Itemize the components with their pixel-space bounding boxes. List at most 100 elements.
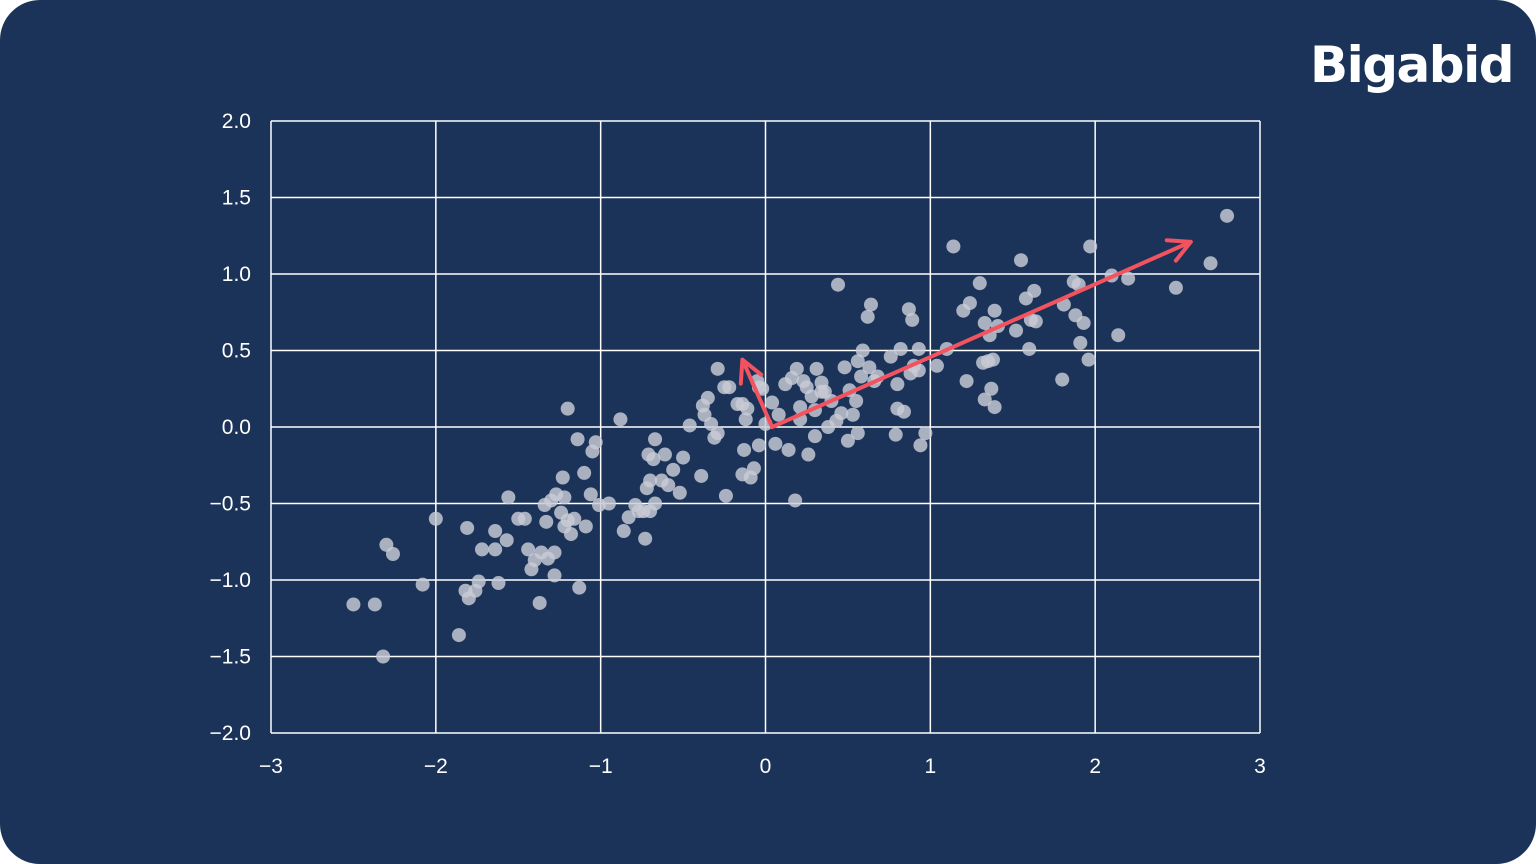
data-point xyxy=(570,432,585,447)
data-point xyxy=(1081,352,1096,367)
data-point xyxy=(661,478,676,493)
y-tick-label: 1.5 xyxy=(222,187,251,210)
data-point xyxy=(737,442,752,457)
data-point xyxy=(539,514,554,529)
data-point xyxy=(977,315,992,330)
data-point xyxy=(850,354,865,369)
data-point xyxy=(1073,335,1088,350)
data-point xyxy=(557,490,572,505)
data-point xyxy=(1121,271,1136,286)
y-tick-label: 2.0 xyxy=(222,110,251,133)
data-point xyxy=(718,488,733,503)
data-point xyxy=(985,352,1000,367)
data-point xyxy=(385,546,400,561)
data-point xyxy=(771,407,786,422)
data-point xyxy=(1111,328,1126,343)
data-point xyxy=(1220,208,1235,223)
tick-labels: −3 −2 −1 0 1 2 3 2.0 1.5 1.0 0.5 0.0 −0.5 −1.0 −1.5 −2.… xyxy=(210,110,1266,778)
data-point xyxy=(471,574,486,589)
data-point xyxy=(648,496,663,511)
data-points xyxy=(346,208,1235,664)
data-point xyxy=(854,369,869,384)
data-point xyxy=(563,527,578,542)
data-point xyxy=(601,496,616,511)
data-point xyxy=(578,519,593,534)
x-tick-label: 1 xyxy=(924,755,936,778)
data-point xyxy=(415,577,430,592)
data-point xyxy=(863,297,878,312)
data-point xyxy=(850,426,865,441)
x-tick-label: −3 xyxy=(259,755,283,778)
data-point xyxy=(901,302,916,317)
data-point xyxy=(1203,256,1218,271)
data-point xyxy=(781,442,796,457)
data-point xyxy=(676,450,691,465)
data-point xyxy=(567,511,582,526)
data-point xyxy=(793,400,808,415)
data-point xyxy=(710,361,725,376)
data-point xyxy=(888,427,903,442)
data-point xyxy=(560,401,575,416)
data-point xyxy=(700,390,715,405)
data-point xyxy=(751,438,766,453)
data-point xyxy=(849,393,864,408)
data-point xyxy=(911,363,926,378)
x-tick-label: 2 xyxy=(1089,755,1101,778)
data-point xyxy=(831,277,846,292)
data-point xyxy=(905,312,920,327)
data-point xyxy=(740,401,755,416)
data-point xyxy=(893,341,908,356)
data-point xyxy=(768,436,783,451)
data-point xyxy=(862,360,877,375)
data-point xyxy=(648,432,663,447)
data-point xyxy=(616,524,631,539)
data-point xyxy=(746,461,761,476)
data-point xyxy=(855,343,870,358)
data-point xyxy=(367,597,382,612)
data-point xyxy=(809,361,824,376)
data-point xyxy=(501,490,516,505)
data-point xyxy=(643,473,658,488)
data-point xyxy=(460,520,475,535)
data-point xyxy=(1076,315,1091,330)
grid xyxy=(270,120,1261,734)
vector-arrowhead-1 xyxy=(1164,238,1193,263)
data-point xyxy=(1055,372,1070,387)
data-point xyxy=(788,493,803,508)
data-point xyxy=(547,545,562,560)
y-tick-label: 1.0 xyxy=(222,263,251,286)
data-point xyxy=(613,412,628,427)
data-point xyxy=(638,531,653,546)
data-point xyxy=(555,470,570,485)
data-point xyxy=(532,595,547,610)
data-point xyxy=(547,568,562,583)
data-point xyxy=(789,361,804,376)
data-point xyxy=(911,341,926,356)
data-point xyxy=(984,381,999,396)
brand-logo: Bigabid xyxy=(1310,36,1515,94)
data-point xyxy=(977,392,992,407)
data-point xyxy=(959,374,974,389)
vector-shaft-2 xyxy=(740,357,775,429)
data-point xyxy=(765,395,780,410)
data-point xyxy=(583,487,598,502)
data-point xyxy=(1168,280,1183,295)
data-point xyxy=(451,628,466,643)
data-point xyxy=(962,296,977,311)
data-point xyxy=(834,406,849,421)
data-point xyxy=(491,576,506,591)
data-point xyxy=(738,412,753,427)
x-tick-label: −2 xyxy=(424,755,448,778)
data-point xyxy=(646,452,661,467)
data-point xyxy=(474,542,489,557)
data-point xyxy=(682,418,697,433)
x-tick-label: 0 xyxy=(760,755,772,778)
data-point xyxy=(801,447,816,462)
data-point xyxy=(1027,283,1042,298)
data-point xyxy=(845,407,860,422)
data-point xyxy=(987,400,1002,415)
data-point xyxy=(883,349,898,364)
data-point xyxy=(346,597,361,612)
data-point xyxy=(837,360,852,375)
